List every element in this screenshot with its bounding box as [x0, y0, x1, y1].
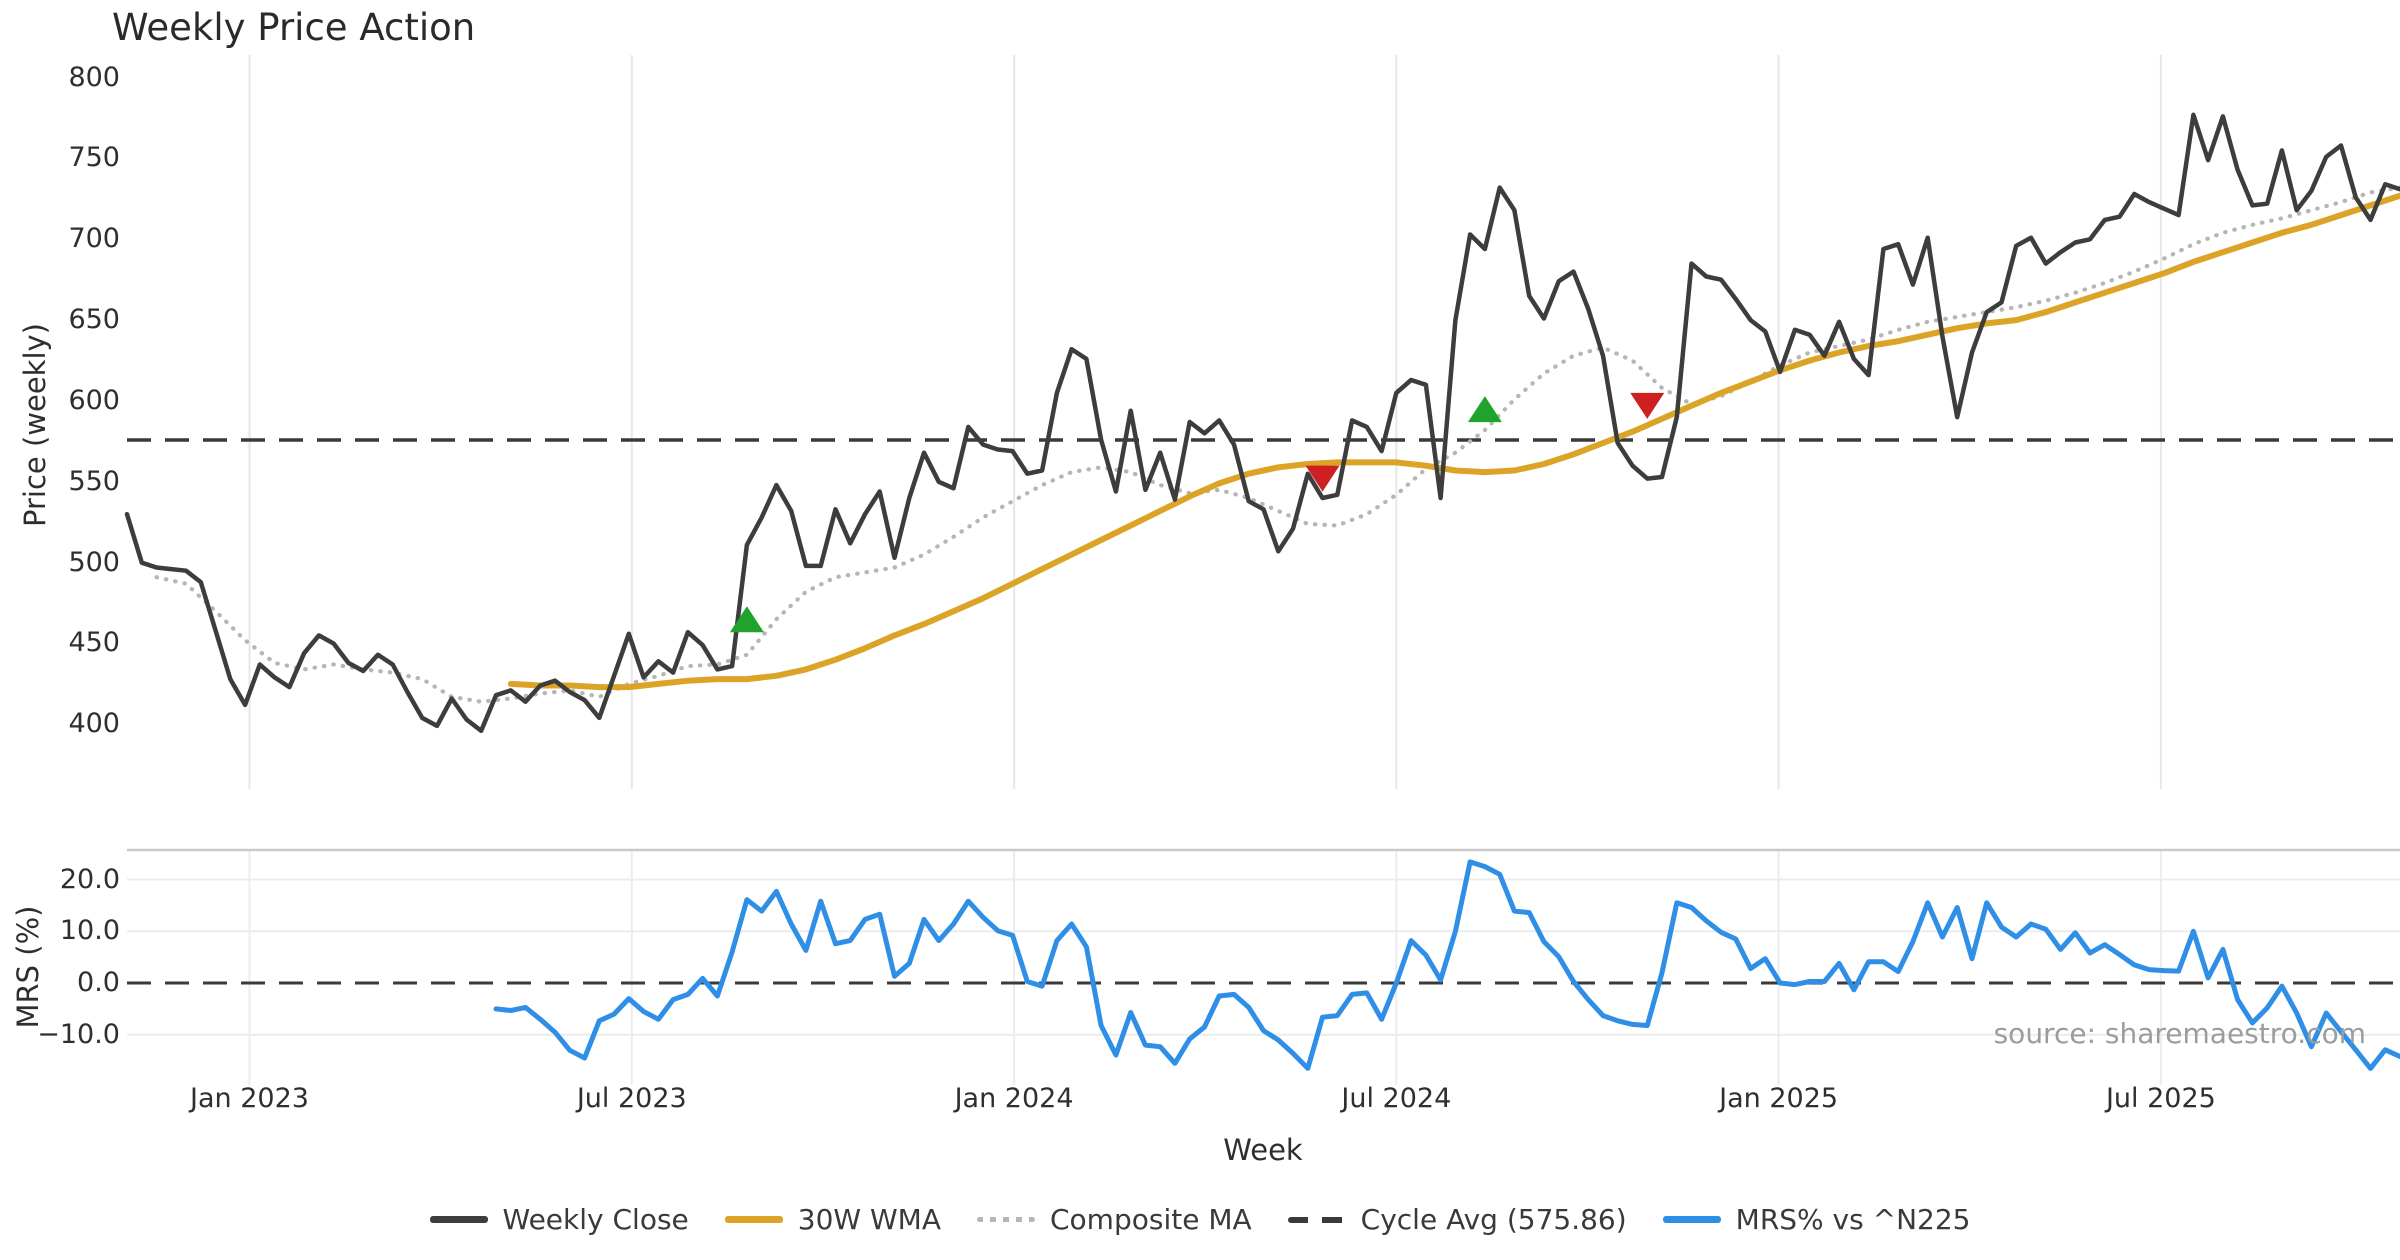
legend-label: Cycle Avg (575.86) [1360, 1203, 1627, 1236]
legend-label: MRS% vs ^N225 [1735, 1203, 1971, 1236]
legend-item-cycle-avg: Cycle Avg (575.86) [1287, 1203, 1627, 1236]
price-tick: 600 [68, 384, 120, 416]
price-tick: 700 [68, 223, 120, 255]
composite-ma-line-swatch [977, 1217, 1035, 1222]
legend-item-30w-wma: 30W WMA [724, 1203, 941, 1236]
x-axis-label: Week [1223, 1133, 1303, 1167]
x-tick: Jan 2023 [190, 1083, 309, 1114]
buy-signal-marker [729, 606, 764, 633]
x-tick: Jan 2025 [1719, 1083, 1839, 1114]
x-tick: Jan 2024 [954, 1083, 1074, 1114]
x-tick: Jul 2024 [1341, 1083, 1452, 1114]
legend-item-composite-ma: Composite MA [977, 1203, 1252, 1236]
mrs-tick: 0.0 [77, 967, 120, 999]
composite-ma-line [154, 185, 2400, 704]
source-note: source: sharemaestro.com [1993, 1017, 2366, 1050]
x-tick: Jul 2025 [2105, 1083, 2216, 1114]
sell-signal-marker [1305, 465, 1340, 492]
mrs-line [493, 859, 2400, 1071]
chart-title: Weekly Price Action [112, 6, 476, 49]
mrs-tick: 20.0 [59, 863, 120, 895]
price-tick: 650 [68, 304, 120, 336]
legend-label: Weekly Close [502, 1203, 689, 1236]
price-axis-label: Price (weekly) [18, 323, 52, 528]
price-tick: 750 [68, 142, 120, 174]
sell-signal-marker [1630, 392, 1665, 419]
price-tick: 450 [68, 627, 120, 659]
cycle-avg-line-swatch [1287, 1216, 1346, 1223]
legend-item-weekly-close: Weekly Close [429, 1203, 689, 1236]
x-tick: Jul 2023 [576, 1083, 687, 1114]
legend-label: 30W WMA [797, 1203, 941, 1236]
legend-item-mrs: MRS% vs ^N225 [1662, 1203, 1971, 1236]
price-tick: 550 [68, 465, 120, 497]
price-tick: 500 [68, 546, 120, 578]
mrs-tick: 10.0 [59, 915, 120, 947]
wma-line [507, 192, 2400, 691]
weekly-close-line [124, 112, 2400, 734]
buy-signal-marker [1467, 396, 1502, 423]
mrs-line-swatch [1662, 1216, 1721, 1223]
price-tick: 800 [68, 61, 120, 93]
wma-line-swatch [724, 1216, 783, 1223]
legend: Weekly Close 30W WMA Composite MA Cycle … [0, 1203, 2400, 1236]
legend-label: Composite MA [1050, 1203, 1252, 1236]
mrs-tick: −10.0 [37, 1018, 120, 1050]
weekly-close-line-swatch [429, 1216, 488, 1223]
price-tick: 400 [68, 708, 120, 740]
